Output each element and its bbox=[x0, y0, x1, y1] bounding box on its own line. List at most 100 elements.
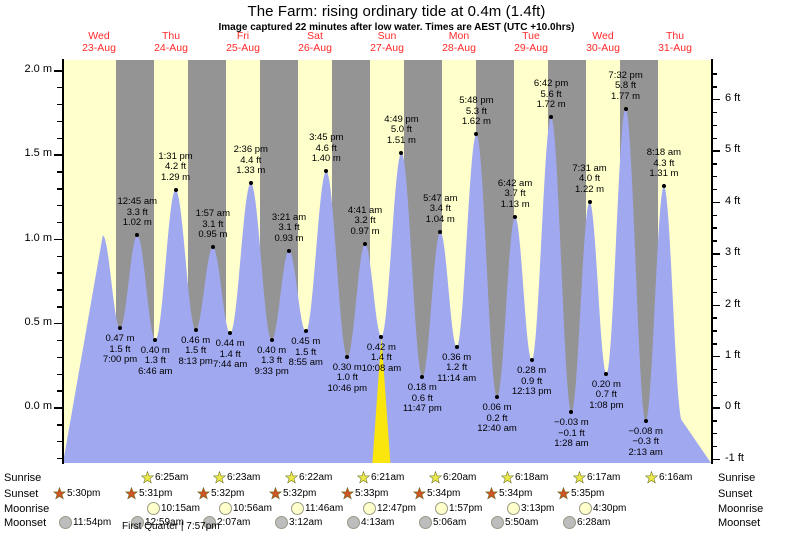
star-icon bbox=[428, 470, 443, 484]
axis-tick bbox=[57, 339, 62, 342]
axis-label-right: 4 ft bbox=[725, 194, 741, 207]
tide-metres: 0.97 m bbox=[350, 225, 380, 237]
page-title: The Farm: rising ordinary tide at 0.4m (… bbox=[247, 3, 546, 20]
tide-metres: 0.40 m bbox=[257, 344, 287, 356]
tide-feet: 4.6 ft bbox=[315, 142, 337, 154]
tide-metres: 1.62 m bbox=[461, 116, 491, 128]
axis-tick bbox=[712, 98, 720, 101]
astro-sunrise-27-aug: 6:21am bbox=[356, 470, 405, 484]
day-header-date: 24-Aug bbox=[154, 42, 188, 54]
day-header-weekday: Tue bbox=[522, 30, 540, 42]
day-header-weekday: Thu bbox=[161, 30, 181, 42]
tide-high-point bbox=[287, 248, 292, 253]
day-header-date: 25-Aug bbox=[226, 42, 260, 54]
tide-feet: 3.7 ft bbox=[504, 188, 526, 200]
tide-low-label: −0.08 m −0.3 ft 2:13 am bbox=[628, 426, 663, 459]
astro-time: 6:25am bbox=[155, 472, 189, 483]
astro-time: 4:13am bbox=[361, 517, 395, 528]
axis-tick bbox=[712, 73, 717, 75]
tide-feet: 1.5 ft bbox=[109, 343, 131, 355]
tide-low-point bbox=[454, 344, 459, 349]
day-header-28-aug: Mon 28-Aug bbox=[423, 30, 495, 54]
tide-time: 12:45 am bbox=[117, 196, 158, 208]
tide-time: 7:32 pm bbox=[608, 69, 643, 81]
moon-icon bbox=[347, 516, 360, 529]
tide-low-label: 0.45 m 1.5 ft 8:55 am bbox=[289, 337, 323, 369]
tide-low-point bbox=[345, 354, 350, 359]
star-icon bbox=[124, 486, 139, 500]
star-icon bbox=[556, 486, 571, 500]
axis-tick bbox=[712, 291, 717, 294]
astro-sunset-26-aug: 5:32pm bbox=[268, 486, 316, 500]
axis-tick bbox=[57, 86, 62, 89]
tide-high-label: 6:42 am 3.7 ft 1.13 m bbox=[498, 178, 532, 211]
tide-high-point bbox=[513, 214, 518, 219]
tide-high-point bbox=[623, 106, 628, 111]
moon-icon bbox=[363, 502, 376, 515]
axis-label-right: 6 ft bbox=[725, 91, 741, 104]
astro-time: 1:57pm bbox=[449, 503, 483, 514]
astro-sunrise-28-aug: 6:20am bbox=[428, 470, 476, 484]
tide-high-point bbox=[587, 199, 592, 204]
astro-moonrise-30-aug: 4:30pm bbox=[579, 502, 626, 515]
axis-tick bbox=[712, 150, 720, 152]
day-header-27-aug: Sun 27-Aug bbox=[351, 30, 423, 54]
axis-label-right: 0 ft bbox=[725, 400, 741, 413]
axis-tick bbox=[57, 356, 62, 359]
tide-curve bbox=[63, 108, 711, 463]
tide-metres: 0.40 m bbox=[140, 344, 170, 356]
day-header-date: 31-Aug bbox=[658, 42, 692, 54]
tide-high-point bbox=[474, 132, 479, 137]
astro-time: 6:21am bbox=[371, 472, 405, 483]
tide-low-label: 0.40 m 1.3 ft 6:46 am bbox=[138, 344, 172, 378]
axis-tick bbox=[57, 424, 62, 426]
astro-time: 12:47pm bbox=[377, 503, 416, 514]
tide-metres: 1.77 m bbox=[611, 90, 641, 102]
astro-time: 3:13pm bbox=[521, 503, 555, 514]
axis-tick bbox=[57, 373, 62, 376]
tide-feet: 3.3 ft bbox=[126, 206, 148, 218]
axis-tick bbox=[57, 171, 62, 173]
day-header-26-aug: Sat 26-Aug bbox=[279, 30, 351, 54]
axis-tick bbox=[57, 306, 62, 308]
astro-sunset-28-aug: 5:34pm bbox=[412, 486, 460, 500]
axis-tick bbox=[712, 266, 717, 268]
axis-tick bbox=[57, 120, 62, 123]
day-header-weekday: Thu bbox=[665, 30, 685, 42]
astro-time: 3:12am bbox=[289, 517, 323, 528]
astro-sunset-24-aug: 5:31pm bbox=[124, 486, 172, 500]
day-header-weekday: Mon bbox=[448, 30, 470, 42]
tide-high-label: 6:42 pm 5.6 ft 1.72 m bbox=[534, 79, 568, 111]
astro-time: 10:15am bbox=[161, 503, 200, 514]
day-header-29-aug: Tue 29-Aug bbox=[495, 30, 567, 54]
tide-feet: 1.3 ft bbox=[261, 355, 283, 367]
axis-tick bbox=[712, 137, 717, 139]
tide-low-point bbox=[269, 337, 274, 342]
axis-label-right: 3 ft bbox=[725, 246, 741, 259]
tide-time: 2:13 am bbox=[628, 446, 663, 458]
axis-tick bbox=[712, 201, 720, 204]
moon-phase-label: First Quarter | 7:57pm bbox=[122, 521, 220, 532]
tide-high-point bbox=[363, 241, 368, 246]
tide-high-label: 5:48 pm 5.3 ft 1.62 m bbox=[459, 96, 493, 128]
star-icon bbox=[412, 486, 427, 500]
tide-low-point bbox=[604, 371, 609, 376]
astro-row-label-sunrise-right: Sunrise bbox=[718, 472, 756, 484]
astro-sunrise-26-aug: 6:22am bbox=[284, 470, 332, 484]
day-header-24-aug: Thu 24-Aug bbox=[135, 30, 207, 54]
axis-tick bbox=[712, 330, 717, 332]
astro-time: 5:06am bbox=[433, 517, 467, 528]
astro-sunrise-30-aug: 6:17am bbox=[572, 470, 620, 484]
axis-tick bbox=[712, 304, 720, 306]
current-time-marker bbox=[372, 336, 391, 463]
tide-time: 7:00 pm bbox=[102, 354, 138, 366]
tide-time: 1:31 pm bbox=[158, 150, 193, 162]
astro-sunset-30-aug: 5:35pm bbox=[556, 486, 604, 500]
tide-feet: 1.0 ft bbox=[336, 372, 358, 384]
astro-sunrise-25-aug: 6:23am bbox=[212, 470, 260, 484]
axis-tick bbox=[57, 272, 62, 274]
tide-low-label: 0.18 m 0.6 ft 11:47 pm bbox=[403, 382, 442, 415]
axis-tick bbox=[712, 86, 717, 88]
star-icon bbox=[356, 470, 371, 484]
tide-low-point bbox=[228, 331, 233, 336]
